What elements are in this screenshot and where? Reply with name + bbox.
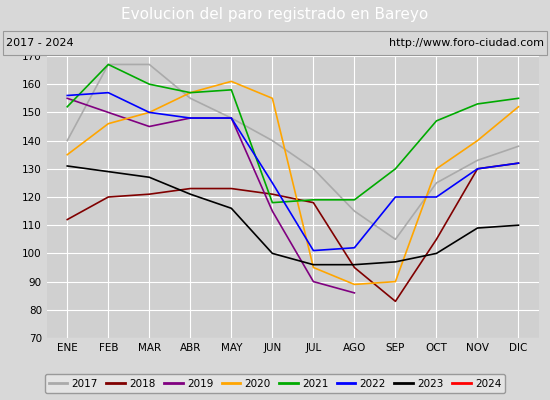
Legend: 2017, 2018, 2019, 2020, 2021, 2022, 2023, 2024: 2017, 2018, 2019, 2020, 2021, 2022, 2023… [45,374,505,393]
Text: Evolucion del paro registrado en Bareyo: Evolucion del paro registrado en Bareyo [122,8,428,22]
FancyBboxPatch shape [3,31,547,55]
Text: http://www.foro-ciudad.com: http://www.foro-ciudad.com [389,38,544,48]
Text: 2017 - 2024: 2017 - 2024 [6,38,73,48]
